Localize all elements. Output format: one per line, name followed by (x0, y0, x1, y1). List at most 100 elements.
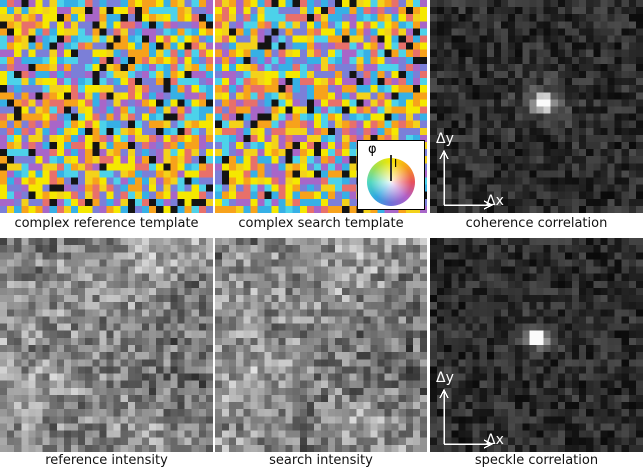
pixel (92, 252, 100, 260)
pixel (149, 252, 157, 260)
pixel (264, 381, 272, 389)
pixel (406, 7, 414, 15)
pixel (236, 309, 244, 317)
pixel (99, 78, 107, 86)
pixel (349, 252, 357, 260)
pixel (321, 352, 329, 360)
pixel (199, 252, 207, 260)
pixel (378, 252, 386, 260)
pixel (135, 252, 143, 260)
pixel (28, 78, 36, 86)
pixel (92, 402, 100, 410)
pixel (199, 199, 207, 207)
pixel (236, 21, 244, 29)
pixel (121, 121, 129, 129)
pixel (392, 252, 400, 260)
pixel (314, 170, 322, 178)
pixel (92, 99, 100, 107)
pixel (99, 295, 107, 303)
pixel (420, 395, 427, 403)
pixel (335, 295, 343, 303)
pixel (222, 245, 230, 253)
pixel (342, 14, 350, 22)
pixel (64, 128, 72, 136)
pixel (135, 142, 143, 150)
pixel (43, 28, 51, 36)
pixel (243, 352, 251, 360)
pixel (250, 359, 258, 367)
pixel (185, 28, 193, 36)
pixel (121, 281, 129, 289)
pixel (264, 92, 272, 100)
pixel (36, 21, 44, 29)
pixel (385, 57, 393, 65)
pixel (420, 295, 427, 303)
pixel (192, 431, 200, 439)
pixel (293, 192, 301, 200)
pixel (370, 374, 378, 382)
pixel (71, 99, 79, 107)
pixel (170, 185, 178, 193)
pixel (328, 388, 336, 396)
pixel (7, 252, 15, 260)
pixel (36, 281, 44, 289)
pixel (243, 316, 251, 324)
pixel (307, 50, 315, 58)
pixel (272, 352, 280, 360)
pixel (85, 128, 93, 136)
pixel (142, 324, 150, 332)
pixel (392, 43, 400, 51)
pixel (50, 338, 58, 346)
pixel (229, 431, 237, 439)
pixel (36, 170, 44, 178)
pixel (413, 409, 421, 417)
pixel (229, 64, 237, 72)
pixel (149, 267, 157, 275)
pixel (170, 409, 178, 417)
pixel (293, 402, 301, 410)
pixel (257, 78, 265, 86)
pixel (185, 114, 193, 122)
pixel (192, 14, 200, 22)
pixel (107, 259, 115, 267)
pixel (128, 163, 136, 171)
pixel (7, 438, 15, 446)
pixel (206, 324, 213, 332)
pixel (64, 156, 72, 164)
pixel (64, 14, 72, 22)
pixel (363, 295, 371, 303)
pixel (114, 409, 122, 417)
pixel (128, 50, 136, 58)
pixel (0, 359, 8, 367)
pixel (314, 438, 322, 446)
pixel (399, 259, 407, 267)
pixel (300, 274, 308, 282)
pixel (215, 92, 223, 100)
pixel (135, 402, 143, 410)
pixel (406, 128, 414, 136)
pixel (178, 274, 186, 282)
pixel (342, 445, 350, 452)
pixel (378, 128, 386, 136)
pixel (342, 185, 350, 193)
pixel (206, 295, 213, 303)
pixel (314, 36, 322, 44)
pixel (215, 331, 223, 339)
pixel (349, 395, 357, 403)
pixel (215, 7, 223, 15)
pixel (257, 252, 265, 260)
pixel (92, 309, 100, 317)
pixel (21, 324, 29, 332)
pixel (335, 92, 343, 100)
pixel (206, 57, 213, 65)
pixel (222, 78, 230, 86)
pixel (92, 359, 100, 367)
pixel (420, 121, 427, 129)
pixel (163, 107, 171, 115)
pixel (156, 245, 164, 253)
pixel (135, 121, 143, 129)
pixel (321, 121, 329, 129)
pixel (64, 85, 72, 93)
pixel (142, 345, 150, 353)
pixel (28, 395, 36, 403)
